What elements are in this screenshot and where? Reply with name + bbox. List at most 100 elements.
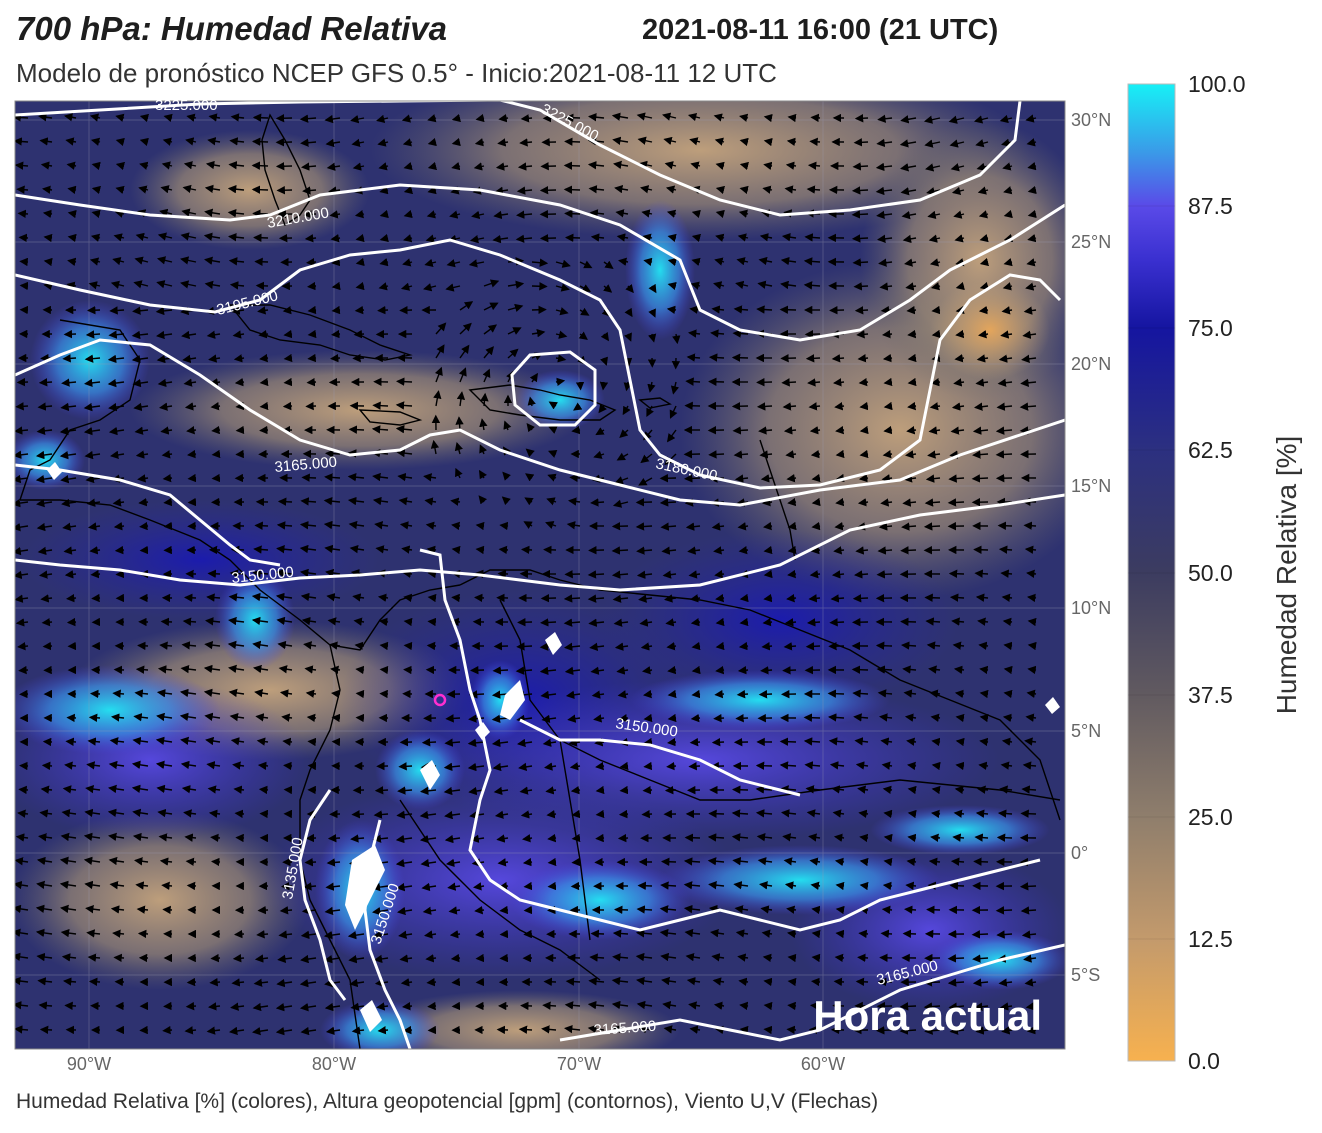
wind-arrow: [398, 497, 413, 506]
wind-arrow: [685, 377, 701, 386]
lat-tick: 20°N: [1071, 354, 1111, 374]
wind-arrow: [301, 473, 317, 482]
wind-arrow: [180, 232, 197, 241]
wind-arrow: [1026, 689, 1037, 698]
wind-arrow: [883, 425, 893, 435]
wind-arrow: [762, 498, 773, 507]
wind-arrow: [443, 786, 461, 796]
wind-arrow: [138, 497, 149, 507]
wind-arrow: [929, 689, 941, 698]
wind-arrow: [134, 689, 149, 698]
wind-arrow: [542, 1001, 557, 1010]
wind-arrow: [1003, 665, 1013, 675]
wind-arrow: [906, 857, 917, 867]
wind-arrow: [109, 306, 125, 315]
wind-arrow: [132, 832, 149, 842]
wind-arrow: [17, 809, 29, 818]
wind-arrow: [755, 785, 773, 794]
wind-arrow: [809, 570, 821, 579]
wind-arrow: [780, 256, 797, 266]
wind-arrow: [137, 641, 149, 651]
wind-arrow: [928, 426, 941, 435]
wind-arrow: [635, 522, 653, 531]
wind-arrow: [858, 377, 869, 387]
wind-arrow: [59, 450, 77, 460]
wind-arrow: [715, 161, 725, 170]
wind-arrow: [179, 712, 197, 721]
wind-arrow: [834, 402, 845, 411]
wind-arrow: [87, 953, 101, 962]
wind-arrow: [948, 569, 965, 578]
wind-arrow: [204, 712, 221, 722]
wind-arrow: [995, 426, 1013, 435]
wind-arrow: [525, 473, 535, 482]
wind-arrow: [156, 784, 173, 794]
wind-arrow: [134, 426, 149, 435]
wind-arrow: [211, 857, 221, 867]
wind-arrow: [977, 617, 989, 626]
wind-arrow: [648, 283, 657, 294]
wind-arrow: [451, 137, 461, 147]
wind-arrow: [563, 161, 581, 170]
colorbar-tick: 100.0: [1188, 71, 1246, 97]
wind-arrow: [1000, 330, 1013, 339]
wind-arrow: [85, 474, 101, 484]
wind-arrow: [928, 857, 941, 866]
wind-arrow: [948, 474, 965, 483]
wind-arrow: [714, 689, 725, 699]
wind-arrow: [491, 690, 509, 699]
wind-arrow: [954, 785, 965, 795]
wind-arrow: [113, 233, 125, 242]
wind-arrow: [1022, 761, 1037, 770]
wind-arrow: [612, 594, 629, 603]
wind-arrow: [37, 546, 53, 556]
wind-arrow: [328, 186, 341, 195]
wind-arrow: [158, 833, 173, 842]
wind-arrow: [521, 545, 533, 555]
wind-arrow: [587, 570, 605, 579]
wind-arrow: [355, 281, 365, 291]
wind-arrow: [855, 977, 869, 987]
wind-arrow: [807, 378, 821, 387]
wind-arrow: [471, 210, 485, 220]
wind-arrow: [133, 402, 149, 412]
wind-arrow: [834, 953, 845, 963]
wind-arrow: [181, 208, 197, 217]
wind-arrow: [660, 522, 677, 531]
wind-arrow: [976, 162, 989, 171]
wind-arrow: [900, 546, 917, 555]
wind-arrow: [379, 209, 389, 219]
wind-arrow: [251, 616, 269, 626]
wind-arrow: [204, 640, 221, 650]
wind-arrow: [690, 617, 701, 627]
wind-arrow: [690, 281, 701, 290]
wind-arrow: [483, 324, 498, 335]
wind-arrow: [494, 186, 509, 195]
wind-arrow: [64, 761, 77, 770]
wind-arrow: [228, 664, 245, 673]
wind-arrow: [763, 161, 773, 171]
wind-arrow: [183, 378, 197, 387]
wind-arrow: [546, 810, 557, 819]
wind-arrow: [19, 281, 29, 291]
wind-arrow: [881, 905, 893, 915]
wind-arrow: [760, 666, 773, 675]
wind-arrow: [612, 136, 629, 145]
wind-arrow: [996, 833, 1013, 842]
wind-arrow: [579, 284, 592, 292]
wind-arrow: [659, 498, 677, 507]
wind-arrow: [683, 857, 701, 866]
wind-arrow: [571, 425, 581, 435]
wind-arrow: [931, 785, 941, 795]
wind-arrow: [1003, 258, 1013, 267]
wind-arrow: [450, 953, 461, 963]
wind-arrow: [835, 497, 845, 507]
wind-arrow: [374, 521, 389, 530]
wind-arrow: [180, 760, 197, 770]
wind-arrow: [612, 929, 629, 938]
wind-arrow: [930, 713, 941, 722]
wind-arrow: [688, 761, 701, 771]
wind-arrow: [923, 115, 941, 124]
wind-arrow: [685, 522, 701, 531]
wind-arrow: [876, 138, 893, 148]
